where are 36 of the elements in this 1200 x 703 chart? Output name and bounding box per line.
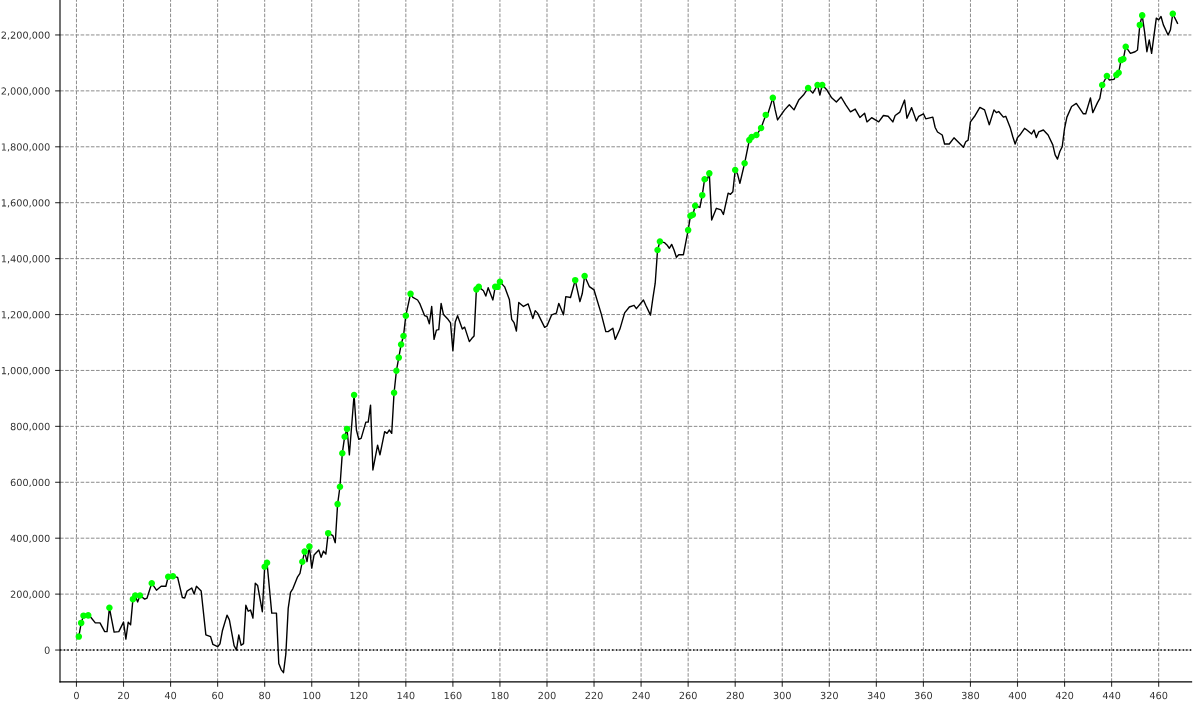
x-tick-label: 280 — [726, 691, 744, 700]
x-tick-label: 140 — [397, 691, 415, 700]
x-tick-label: 160 — [444, 691, 462, 700]
y-tick-label: 1,600,000 — [1, 199, 50, 208]
x-tick-label: 240 — [632, 691, 650, 700]
y-tick-label: 1,800,000 — [1, 143, 50, 152]
x-tick-label: 380 — [961, 691, 980, 700]
y-tick-label: 800,000 — [10, 422, 50, 432]
x-tick-label: 300 — [773, 691, 791, 700]
x-tick-label: 40 — [164, 691, 177, 700]
x-tick-label: 80 — [259, 691, 271, 700]
y-tick-label: 600,000 — [10, 478, 50, 488]
x-tick-label: 260 — [679, 691, 697, 700]
x-tick-label: 100 — [303, 691, 321, 700]
y-tick-label: 1,400,000 — [1, 255, 50, 264]
y-tick-label: 1,200,000 — [1, 311, 50, 320]
x-tick-label: 440 — [1102, 691, 1121, 700]
y-tick-label: 1,000,000 — [1, 366, 50, 376]
x-tick-label: 220 — [585, 691, 603, 700]
x-tick-label: 0 — [74, 691, 79, 700]
x-tick-label: 200 — [538, 691, 556, 700]
y-tick-label: 0 — [44, 646, 50, 654]
y-tick-label: 2,200,000 — [1, 31, 50, 40]
x-tick-label: 320 — [820, 691, 838, 700]
x-tick-label: 400 — [1008, 691, 1027, 700]
y-tick-label: 400,000 — [10, 534, 50, 544]
y-tick-label: 2,000,000 — [1, 87, 50, 96]
x-tick-label: 340 — [867, 691, 885, 700]
x-tick-label: 60 — [212, 691, 224, 700]
x-tick-label: 120 — [350, 691, 368, 700]
x-tick-label: 460 — [1149, 691, 1168, 700]
x-tick-label: 180 — [491, 691, 509, 700]
x-tick-label: 360 — [914, 691, 933, 700]
x-tick-label: 20 — [118, 691, 130, 700]
y-tick-label: 200,000 — [10, 590, 50, 599]
x-tick-label: 420 — [1055, 691, 1074, 700]
